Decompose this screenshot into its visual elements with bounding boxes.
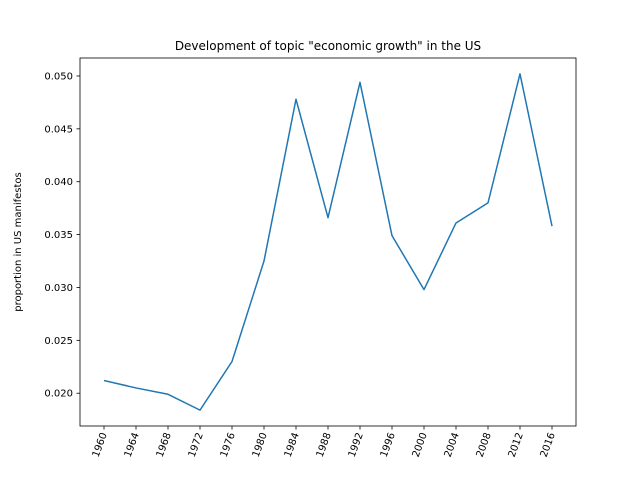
y-tick-label: 0.020 bbox=[44, 389, 73, 400]
x-tick-label: 1964 bbox=[123, 431, 142, 459]
x-tick-label: 2000 bbox=[411, 431, 430, 459]
y-tick-label: 0.035 bbox=[44, 230, 73, 241]
plot-area: 0.020 0.025 0.030 0.035 0.040 0.045 0.050 1960 1… bbox=[44, 57, 577, 459]
x-tick-label: 1960 bbox=[91, 431, 110, 459]
series-line bbox=[103, 73, 553, 411]
y-tick-label: 0.040 bbox=[44, 177, 73, 188]
x-tick-label: 1976 bbox=[219, 431, 238, 459]
x-tick-label: 1980 bbox=[251, 431, 270, 459]
y-tick-label: 0.030 bbox=[44, 283, 73, 294]
chart-title: Development of topic "economic growth" i… bbox=[175, 39, 481, 53]
y-axis-label: proportion in US manifestos bbox=[13, 172, 24, 312]
x-tick-label: 1972 bbox=[187, 431, 206, 459]
x-tick-label: 1984 bbox=[283, 431, 302, 459]
x-tick-label: 1968 bbox=[155, 431, 174, 459]
x-tick-label: 1992 bbox=[347, 431, 366, 459]
x-tick-label: 2008 bbox=[475, 431, 494, 459]
x-tick-label: 1996 bbox=[379, 431, 398, 459]
x-tick-label: 2016 bbox=[539, 431, 558, 459]
axes-frame bbox=[79, 57, 577, 427]
x-tick-label: 2004 bbox=[443, 431, 462, 459]
x-tick-label: 2012 bbox=[507, 431, 526, 459]
y-tick-label: 0.025 bbox=[44, 336, 73, 347]
x-tick-label: 1988 bbox=[315, 431, 334, 459]
y-tick-label: 0.045 bbox=[44, 124, 73, 135]
y-tick-label: 0.050 bbox=[44, 71, 73, 82]
